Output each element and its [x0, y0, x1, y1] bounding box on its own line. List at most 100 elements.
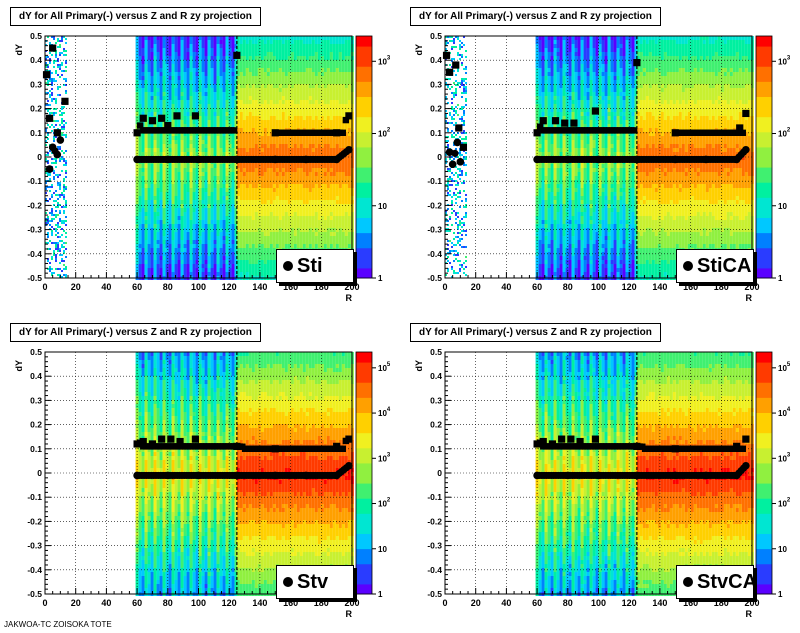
heatmap-cell — [302, 112, 306, 116]
heatmap-cell — [213, 240, 217, 244]
heatmap-cell — [204, 180, 208, 184]
heatmap-cell — [180, 60, 184, 64]
heatmap-cell — [320, 216, 324, 220]
heatmap-cell — [335, 120, 339, 124]
heatmap-cell — [216, 228, 220, 232]
heatmap-cell — [254, 88, 258, 92]
heatmap-cell — [159, 88, 163, 92]
heatmap-cell — [231, 196, 235, 200]
heatmap-cell — [242, 80, 246, 84]
heatmap-cell — [201, 124, 205, 128]
heatmap-cell — [219, 36, 223, 40]
heatmap-cell — [150, 140, 154, 144]
heatmap-cell — [296, 108, 300, 112]
heatmap-cell — [296, 240, 300, 244]
heatmap-cell — [59, 184, 61, 186]
heatmap-cell — [290, 180, 294, 184]
heatmap-cell — [171, 92, 175, 96]
heatmap-cell — [263, 40, 267, 44]
heatmap-cell — [174, 176, 178, 180]
heatmap-cell — [198, 212, 202, 216]
heatmap-cell — [254, 52, 258, 56]
heatmap-cell — [171, 60, 175, 64]
heatmap-cell — [189, 224, 193, 228]
heatmap-cell — [177, 64, 181, 68]
heatmap-cell — [341, 160, 345, 164]
heatmap-cell — [210, 100, 214, 104]
heatmap-cell — [171, 36, 175, 40]
heatmap-cell — [320, 80, 324, 84]
heatmap-cell — [198, 184, 202, 188]
heatmap-cell — [57, 40, 59, 42]
heatmap-cell — [189, 92, 193, 96]
heatmap-cell — [296, 148, 300, 152]
heatmap-cell — [251, 168, 255, 172]
heatmap-cell — [49, 150, 51, 152]
heatmap-cell — [308, 216, 312, 220]
heatmap-cell — [63, 84, 65, 86]
heatmap-cell — [278, 232, 282, 236]
heatmap-cell — [344, 40, 348, 44]
heatmap-cell — [207, 220, 211, 224]
heatmap-cell — [341, 96, 345, 100]
heatmap-cell — [305, 220, 309, 224]
heatmap-cell — [281, 232, 285, 236]
heatmap-cell — [147, 220, 151, 224]
heatmap-cell — [290, 224, 294, 228]
heatmap-cell — [269, 204, 273, 208]
heatmap-cell — [174, 104, 178, 108]
heatmap-cell — [156, 212, 160, 216]
heatmap-cell — [65, 62, 67, 64]
heatmap-cell — [204, 236, 208, 240]
heatmap-cell — [192, 72, 196, 76]
heatmap-cell — [168, 64, 172, 68]
heatmap-cell — [144, 252, 148, 256]
heatmap-cell — [189, 268, 193, 272]
heatmap-cell — [272, 136, 276, 140]
heatmap-cell — [165, 268, 169, 272]
heatmap-cell — [47, 220, 49, 222]
heatmap-cell — [186, 172, 190, 176]
heatmap-cell — [63, 78, 65, 80]
heatmap-cell — [219, 72, 223, 76]
heatmap-cell — [144, 148, 148, 152]
heatmap-cell — [245, 228, 249, 232]
heatmap-cell — [138, 104, 142, 108]
heatmap-cell — [311, 196, 315, 200]
heatmap-cell — [260, 124, 264, 128]
heatmap-cell — [248, 44, 252, 48]
heatmap-cell — [186, 212, 190, 216]
heatmap-cell — [61, 222, 63, 224]
heatmap-cell — [177, 204, 181, 208]
heatmap-cell — [305, 92, 309, 96]
heatmap-cell — [225, 216, 229, 220]
heatmap-cell — [51, 210, 53, 212]
heatmap-cell — [195, 84, 199, 88]
heatmap-cell — [135, 236, 139, 240]
heatmap-cell — [263, 64, 267, 68]
heatmap-cell — [159, 108, 163, 112]
heatmap-cell — [329, 244, 333, 248]
heatmap-cell — [201, 68, 205, 72]
heatmap-cell — [248, 244, 252, 248]
heatmap-cell — [326, 120, 330, 124]
heatmap-cell — [234, 248, 238, 252]
heatmap-cell — [290, 56, 294, 60]
heatmap-cell — [296, 84, 300, 88]
heatmap-cell — [347, 84, 351, 88]
heatmap-cell — [239, 52, 243, 56]
heatmap-cell — [329, 136, 333, 140]
heatmap-cell — [284, 68, 288, 72]
heatmap-cell — [51, 80, 53, 82]
heatmap-cell — [260, 72, 264, 76]
heatmap-cell — [302, 68, 306, 72]
heatmap-cell — [219, 44, 223, 48]
heatmap-cell — [287, 192, 291, 196]
heatmap-cell — [242, 240, 246, 244]
heatmap-cell — [57, 224, 59, 226]
heatmap-cell — [213, 68, 217, 72]
heatmap-cell — [138, 252, 142, 256]
heatmap-cell — [293, 208, 297, 212]
heatmap-cell — [138, 72, 142, 76]
heatmap-cell — [260, 152, 264, 156]
